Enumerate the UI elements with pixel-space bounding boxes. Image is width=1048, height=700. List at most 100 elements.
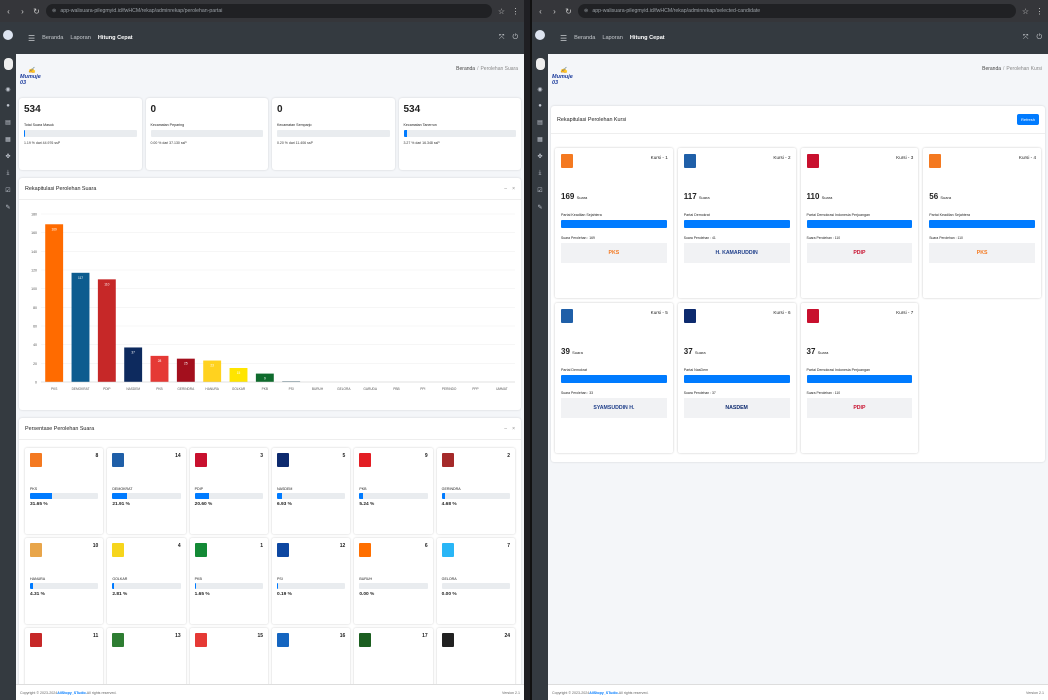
user-icon[interactable]: ● bbox=[538, 103, 542, 109]
bookmark-icon[interactable]: ☆ bbox=[1021, 6, 1030, 16]
bar-value-label: 1 bbox=[290, 384, 292, 388]
address-bar[interactable]: ⊜ app-walisuara-pilegmyid.id/fwHCM/rekap… bbox=[46, 4, 492, 18]
seat-candidate-votes: Suara Perolehan : 33 bbox=[561, 391, 594, 395]
party-percentage: 21.91 % bbox=[112, 502, 130, 507]
database-icon[interactable]: ▤ bbox=[5, 120, 11, 126]
nav-beranda[interactable]: Beranda bbox=[574, 35, 596, 41]
x-tick-label: GARUDA bbox=[363, 387, 378, 391]
hamburger-icon[interactable]: ☰ bbox=[560, 33, 568, 43]
party-item[interactable]: 1 PKB 1.65 % bbox=[189, 538, 268, 624]
party-progress-fill bbox=[441, 493, 445, 499]
bar[interactable] bbox=[71, 272, 90, 382]
user-avatar[interactable] bbox=[535, 58, 545, 70]
bar-value-label: 110 bbox=[104, 282, 109, 286]
nav-laporan[interactable]: Laporan bbox=[602, 35, 623, 41]
nav-laporan[interactable]: Laporan bbox=[70, 35, 91, 41]
party-item[interactable]: 2 GERINDRA 4.68 % bbox=[436, 448, 515, 534]
vote-icon[interactable]: ☑ bbox=[537, 188, 543, 194]
bar[interactable] bbox=[45, 224, 64, 382]
expand-icon[interactable]: ⤧ bbox=[1022, 34, 1029, 41]
seat-votes: 169 Suara bbox=[561, 192, 667, 201]
bar[interactable] bbox=[176, 358, 195, 382]
breadcrumb-home[interactable]: Beranda bbox=[456, 66, 476, 72]
stat-label: Kecamatan Peparing bbox=[150, 123, 185, 127]
close-icon[interactable]: × bbox=[512, 425, 515, 432]
seat-item: Kursi - 4 56 Suara Partai Keadilan Sejahte… bbox=[923, 148, 1041, 298]
seat-votes: 110 Suara bbox=[807, 192, 913, 201]
user-avatar[interactable] bbox=[3, 58, 13, 70]
party-logo-icon bbox=[277, 453, 289, 467]
reload-icon[interactable]: ↻ bbox=[565, 6, 572, 16]
sidebar: ◉ ● ▤ ▦ ✤ ⤓ ☑ ✎ bbox=[532, 22, 548, 700]
footer-brand[interactable]: AllStopy_STudio. bbox=[589, 690, 619, 695]
forward-icon[interactable]: › bbox=[553, 6, 556, 16]
seat-progress-bar bbox=[561, 220, 667, 228]
download-icon[interactable]: ⤓ bbox=[6, 170, 10, 176]
seat-candidate-name: PDIP bbox=[806, 398, 913, 418]
hamburger-icon[interactable]: ☰ bbox=[28, 33, 36, 43]
power-icon[interactable]: ⏻ bbox=[512, 34, 518, 41]
party-item[interactable]: 4 GOLKAR 2.81 % bbox=[107, 538, 186, 624]
party-name: PDIP bbox=[194, 487, 204, 491]
bar[interactable] bbox=[282, 381, 301, 382]
database-icon[interactable]: ▤ bbox=[537, 120, 543, 126]
bar[interactable] bbox=[97, 279, 116, 382]
nav-hitung-cepat[interactable]: Hitung Cepat bbox=[629, 35, 665, 41]
menu-icon[interactable]: ⋮ bbox=[1035, 6, 1044, 16]
seat-number: Kursi - 7 bbox=[896, 310, 914, 315]
edit-icon[interactable]: ✎ bbox=[537, 205, 543, 211]
power-icon[interactable]: ⏻ bbox=[1036, 34, 1042, 41]
bar[interactable] bbox=[229, 368, 248, 382]
reload-icon[interactable]: ↻ bbox=[33, 6, 40, 16]
footer-brand[interactable]: AllStopy_STudio. bbox=[57, 690, 87, 695]
x-tick-label: PKB bbox=[156, 387, 162, 391]
close-icon[interactable]: × bbox=[512, 185, 515, 192]
collapse-icon[interactable]: – bbox=[504, 425, 508, 432]
menu-icon[interactable]: ⋮ bbox=[511, 6, 520, 16]
breadcrumb-home[interactable]: Beranda bbox=[982, 66, 1002, 72]
forward-icon[interactable]: › bbox=[21, 6, 24, 16]
nav-hitung-cepat[interactable]: Hitung Cepat bbox=[97, 35, 133, 41]
nav-beranda[interactable]: Beranda bbox=[42, 35, 64, 41]
party-item[interactable]: 7 GELORA 0.00 % bbox=[436, 538, 515, 624]
party-progress-bar bbox=[194, 493, 263, 499]
refresh-button[interactable]: Refresh bbox=[1016, 114, 1039, 125]
party-item[interactable]: 6 BURUH 0.00 % bbox=[354, 538, 433, 624]
expand-icon[interactable]: ⤧ bbox=[498, 34, 505, 41]
bookmark-icon[interactable]: ☆ bbox=[497, 6, 506, 16]
seat-item: Kursi - 7 37 Suara Partai Demokrasi Indone… bbox=[800, 303, 919, 453]
back-icon[interactable]: ‹ bbox=[539, 6, 542, 16]
bar[interactable] bbox=[255, 373, 274, 382]
edit-icon[interactable]: ✎ bbox=[5, 205, 11, 211]
dashboard-icon[interactable]: ◉ bbox=[5, 87, 11, 93]
paw-icon[interactable]: ✤ bbox=[537, 154, 543, 160]
party-name: PKS bbox=[30, 487, 38, 491]
paw-icon[interactable]: ✤ bbox=[5, 154, 11, 160]
chart-icon[interactable]: ▦ bbox=[537, 137, 543, 143]
bar[interactable] bbox=[124, 347, 143, 382]
party-item[interactable]: 12 PSI 0.19 % bbox=[272, 538, 351, 624]
stat-subtext: 1.19 % dari 44.976 ssP bbox=[24, 141, 61, 145]
address-bar[interactable]: ⊜ app-walisuara-pilegmyid.id/fwHCM/rekap… bbox=[578, 4, 1016, 18]
chart-icon[interactable]: ▦ bbox=[5, 137, 11, 143]
vote-icon[interactable]: ☑ bbox=[5, 188, 11, 194]
dashboard-icon[interactable]: ◉ bbox=[537, 87, 543, 93]
bar[interactable] bbox=[203, 360, 222, 382]
party-item[interactable]: 9 PKB 5.24 % bbox=[354, 448, 433, 534]
bar[interactable] bbox=[150, 355, 169, 382]
seat-votes-unit: Suara bbox=[940, 195, 952, 200]
sidebar-logo[interactable] bbox=[535, 30, 545, 40]
party-item[interactable]: 14 DEMOKRAT 21.91 % bbox=[107, 448, 186, 534]
party-item[interactable]: 3 PDIP 20.60 % bbox=[189, 448, 268, 534]
collapse-icon[interactable]: – bbox=[504, 185, 508, 192]
back-icon[interactable]: ‹ bbox=[7, 6, 10, 16]
party-item[interactable]: 10 HANURA 4.31 % bbox=[25, 538, 104, 624]
party-item[interactable]: 5 NASDEM 6.93 % bbox=[272, 448, 351, 534]
user-icon[interactable]: ● bbox=[6, 103, 10, 109]
seat-candidate-votes: Suara Perolehan : 169 bbox=[561, 236, 595, 240]
party-percentage: 1.65 % bbox=[194, 592, 210, 597]
party-item[interactable]: 8 PKS 31.65 % bbox=[25, 448, 104, 534]
sidebar-logo[interactable] bbox=[3, 30, 13, 40]
stat-progress-bar bbox=[277, 130, 390, 137]
download-icon[interactable]: ⤓ bbox=[538, 170, 542, 176]
